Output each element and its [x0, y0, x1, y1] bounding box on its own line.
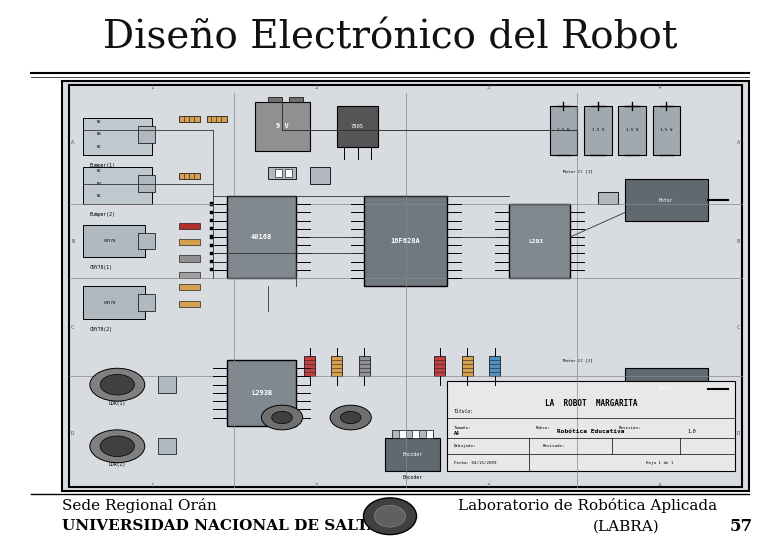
Text: Sede Regional Orán: Sede Regional Orán	[62, 498, 217, 514]
Circle shape	[374, 505, 406, 527]
Text: UNIVERSIDAD NACIONAL DE SALTA: UNIVERSIDAD NACIONAL DE SALTA	[62, 519, 379, 534]
Text: 57: 57	[729, 518, 753, 535]
Text: Diseño Electrónico del Robot: Diseño Electrónico del Robot	[103, 19, 677, 56]
FancyBboxPatch shape	[62, 81, 749, 491]
Text: Laboratorio de Robótica Aplicada: Laboratorio de Robótica Aplicada	[459, 498, 718, 514]
Circle shape	[363, 498, 417, 535]
Text: (LABRA): (LABRA)	[593, 519, 660, 534]
